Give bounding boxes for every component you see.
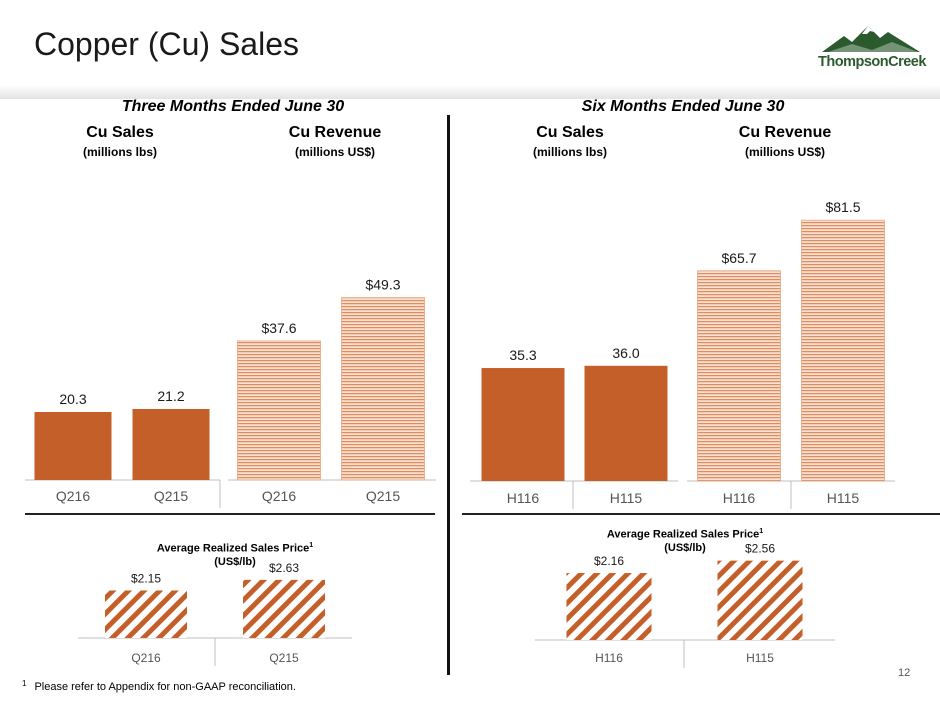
- h-sales-data-label: 35.3: [509, 347, 536, 363]
- q-price-data-label: $2.15: [131, 571, 161, 585]
- q-revenue-bar-q215: [341, 297, 425, 481]
- q-revenue-unit: (millions US$): [294, 145, 375, 159]
- page-number: 12: [898, 667, 911, 679]
- h-sales-bar-h115: [584, 365, 668, 481]
- h-sales-unit: (millions lbs): [532, 145, 607, 159]
- h-price-bar-h115: [717, 560, 803, 640]
- q-price-title: Average Realized Sales Price1: [156, 542, 314, 555]
- q-price-unit: (US$/lb): [214, 556, 256, 568]
- h-revenue-unit: (millions US$): [744, 145, 825, 159]
- section-divider-vertical: [447, 115, 450, 675]
- h-revenue-data-label: $65.7: [721, 250, 756, 266]
- h-price-tick-label: H116: [595, 651, 623, 665]
- q-price-tick-label: Q216: [131, 651, 161, 665]
- q-sales-title: Cu Sales: [86, 124, 154, 141]
- company-logo: ThompsonCreek: [818, 22, 926, 78]
- q-price-data-label: $2.63: [269, 561, 299, 575]
- h-price-title: Average Realized Sales Price1: [606, 528, 764, 541]
- h-sales-tick-label: H115: [610, 490, 643, 506]
- q-sales-data-label: 21.2: [157, 388, 184, 404]
- h-sales-bar-h116: [481, 368, 565, 481]
- page-title: Copper (Cu) Sales: [34, 26, 299, 62]
- h-price-data-label: $2.56: [745, 542, 775, 556]
- q-sales-tick-label: Q216: [56, 488, 90, 504]
- h-sales-tick-label: H116: [507, 490, 540, 506]
- q-revenue-tick-label: Q216: [262, 488, 296, 504]
- header-divider: [0, 85, 940, 99]
- section-title-six-months: Six Months Ended June 30: [581, 98, 785, 115]
- h-price-tick-label: H115: [746, 651, 774, 665]
- q-sales-tick-label: Q215: [154, 488, 188, 504]
- q-price-bar-q216: [105, 590, 187, 638]
- h-price-bar-h116: [566, 573, 652, 640]
- q-revenue-bar-q216: [237, 340, 321, 481]
- h-sales-title: Cu Sales: [536, 124, 604, 141]
- h-price-unit: (US$/lb): [664, 542, 706, 554]
- h-price-data-label: $2.16: [594, 554, 624, 568]
- section-divider-left: [25, 513, 435, 515]
- q-sales-unit: (millions lbs): [82, 145, 157, 159]
- h-revenue-tick-label: H115: [827, 490, 860, 506]
- h-sales-data-label: 36.0: [612, 345, 639, 361]
- q-sales-bar-q216: [34, 411, 112, 480]
- q-price-bar-q215: [243, 579, 325, 638]
- q-revenue-title: Cu Revenue: [288, 124, 382, 141]
- mountain-logo-icon: [822, 26, 920, 52]
- section-divider-right: [462, 513, 940, 515]
- q-sales-bar-q215: [132, 408, 210, 480]
- q-revenue-data-label: $37.6: [261, 320, 296, 336]
- q-sales-data-label: 20.3: [59, 391, 86, 407]
- q-revenue-tick-label: Q215: [366, 488, 400, 504]
- section-title-three-months: Three Months Ended June 30: [121, 98, 345, 115]
- h-revenue-data-label: $81.5: [825, 199, 860, 215]
- h-revenue-bar-h115: [801, 219, 885, 482]
- q-price-tick-label: Q215: [269, 651, 299, 665]
- logo-text: ThompsonCreek: [818, 54, 926, 70]
- h-revenue-bar-h116: [697, 270, 781, 482]
- h-revenue-tick-label: H116: [723, 490, 756, 506]
- footnote: 1 Please refer to Appendix for non-GAAP r…: [22, 679, 296, 693]
- q-revenue-data-label: $49.3: [365, 277, 400, 293]
- h-revenue-title: Cu Revenue: [738, 124, 832, 141]
